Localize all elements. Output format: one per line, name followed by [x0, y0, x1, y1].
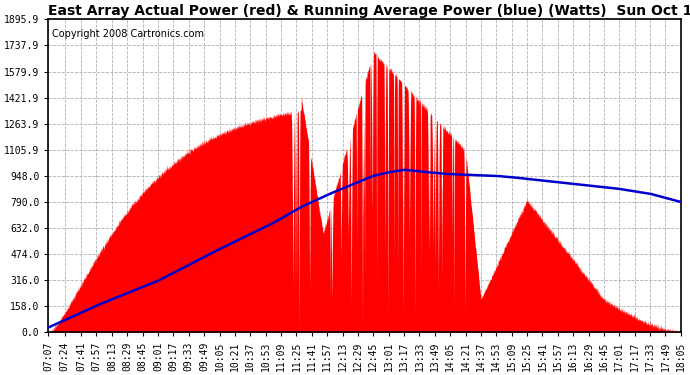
Text: East Array Actual Power (red) & Running Average Power (blue) (Watts)  Sun Oct 12: East Array Actual Power (red) & Running …	[48, 4, 690, 18]
Text: Copyright 2008 Cartronics.com: Copyright 2008 Cartronics.com	[52, 29, 204, 39]
